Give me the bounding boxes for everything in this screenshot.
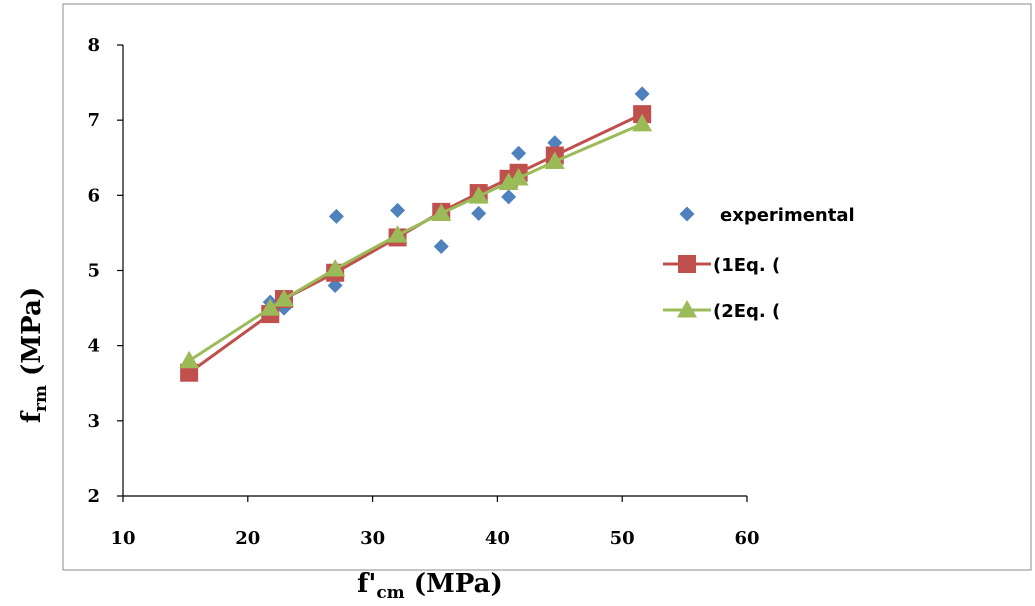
x-tick-label: 40 [485,528,510,549]
x-axis-title-unit: (MPa) [405,569,503,599]
y-axis-title-sub: rm [31,385,51,412]
data-point [273,289,294,307]
y-tick-label: 3 [87,411,100,432]
y-axis-title-main: f [17,410,47,423]
legend: experimental (1Eq. ( (2Eq. ( [663,205,855,322]
y-tick-label: 4 [87,336,100,357]
legend-item-1: experimental [679,205,855,226]
data-point [387,225,408,243]
y-tick-label: 2 [87,486,100,507]
chart-frame [62,3,1032,571]
x-tick-label: 10 [110,528,135,549]
data-point [431,203,452,221]
plot-area [179,86,653,382]
legend-label: (2Eq. ( [713,301,780,322]
y-tick-label: 8 [87,35,100,56]
data-point [547,135,563,151]
data-point [468,186,489,204]
data-point [325,258,346,277]
data-point [498,172,519,191]
axes: 2 3 4 5 6 7 8 10 20 30 40 50 60 [87,35,759,549]
data-point [390,202,406,218]
data-point [511,145,527,161]
x-tick-label: 60 [734,528,759,549]
y-axis-title-unit: (MPa) [17,287,47,385]
y-tick-label: 7 [87,110,100,131]
data-point [180,363,199,382]
y-tick-label: 5 [87,261,100,282]
x-axis-title: f'cm (MPa) [357,569,503,601]
y-axis-title: frm (MPa) [17,287,51,423]
data-point [634,86,650,102]
legend-item-3: (2Eq. ( [663,300,780,322]
data-point [179,350,200,369]
x-tick-label: 20 [235,528,260,549]
legend-marker [677,300,697,318]
series-3 [179,113,653,369]
legend-label: (1Eq. ( [713,255,780,276]
legend-item-2: (1Eq. ( [663,255,780,276]
legend-marker [679,206,695,222]
data-point [471,205,487,221]
legend-label: experimental [720,205,855,226]
x-tick-label: 30 [360,528,385,549]
data-point [501,189,517,205]
data-point [328,208,344,224]
data-point [260,298,281,316]
data-point [632,113,653,132]
x-tick-label: 50 [610,528,635,549]
data-point [544,151,565,170]
legend-marker [678,255,696,273]
y-tick-label: 6 [87,185,100,206]
data-point [433,238,449,254]
data-point [508,168,529,186]
x-axis-title-main: f' [357,569,376,599]
x-axis-title-sub: cm [376,583,404,601]
data-point [327,278,343,294]
